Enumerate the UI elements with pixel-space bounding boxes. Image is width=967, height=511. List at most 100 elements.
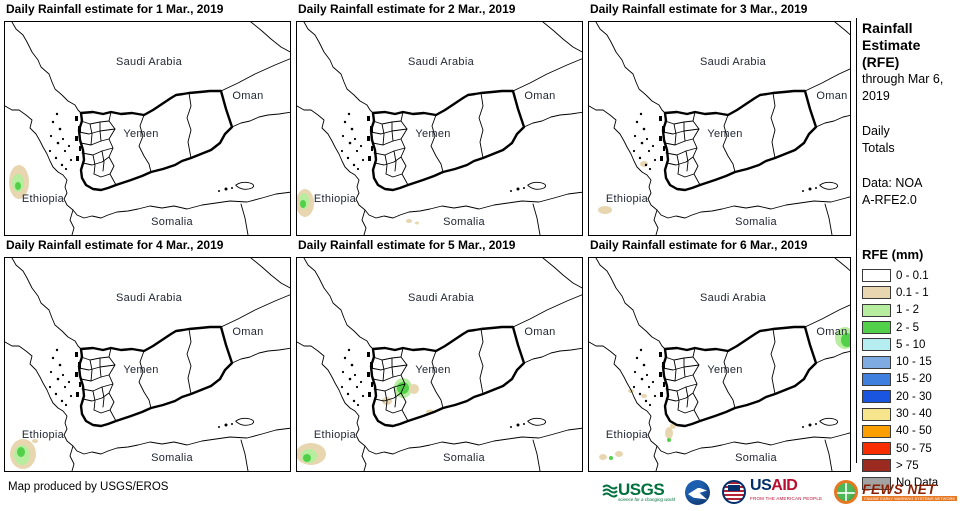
rainfall-patch [406,219,412,223]
legend-swatch [862,424,891,438]
map-panel-mar4: Daily Rainfall estimate for 4 Mar., 2019… [4,238,291,472]
usaid-logo-text-aid: AID [771,477,798,494]
yemen-region-map [5,258,290,471]
legend-swatch [862,338,891,352]
country-label-yemen: Yemen [123,128,159,140]
rainfall-patch [17,447,25,457]
legend-label: 5 - 10 [896,338,926,351]
country-label-ethiopia: Ethiopia [313,429,357,441]
usaid-logo: USAID FROM THE AMERICAN PEOPLE [722,477,823,505]
legend-label: 20 - 30 [896,390,932,403]
country-label-saudi-arabia: Saudi Arabia [700,56,766,68]
legend-item: 40 - 50 [862,423,966,440]
map-title: Daily Rainfall estimate for 5 Mar., 2019 [298,238,516,252]
rfe-legend: RFE (mm) 0 - 0.1 0.1 - 1 1 - 2 2 - 5 5 - 10 1… [862,247,966,492]
panel-divider [856,18,857,463]
country-label-somalia: Somalia [735,452,777,464]
country-label-somalia: Somalia [443,216,485,228]
country-label-ethiopia: Ethiopia [21,193,65,205]
legend-label: 1 - 2 [896,304,920,317]
legend-item: > 75 [862,457,966,474]
legend-swatch [862,459,891,473]
fewsnet-globe-icon [834,480,859,504]
yemen-region-map [589,22,850,235]
noaa-logo-icon [685,479,711,505]
legend-swatch [862,476,891,490]
country-label-ethiopia: Ethiopia [605,429,649,441]
legend-label: 2 - 5 [896,321,920,334]
rainfall-patch [598,206,612,214]
agency-logos: USGS science for a changing world USAID … [602,477,958,507]
rainfall-patch [641,394,647,398]
country-label-oman: Oman [232,326,264,338]
rainfall-patch [841,333,850,347]
legend-title: RFE (mm) [862,247,924,262]
rainfall-patch [609,456,613,460]
country-label-yemen: Yemen [415,128,451,140]
country-label-ethiopia: Ethiopia [313,193,357,205]
map-title: Daily Rainfall estimate for 4 Mar., 2019 [6,238,224,252]
country-label-oman: Oman [816,90,848,102]
map-title: Daily Rainfall estimate for 3 Mar., 2019 [590,2,808,16]
map-frame: Saudi Arabia Oman Yemen Ethiopia Somalia [4,21,291,236]
usgs-wave-icon [602,484,618,498]
legend-swatch [862,407,891,421]
country-label-saudi-arabia: Saudi Arabia [116,292,182,304]
legend-item: 5 - 10 [862,336,966,353]
map-title: Daily Rainfall estimate for 6 Mar., 2019 [590,238,808,252]
usgs-logo-text: USGS [618,480,665,499]
country-label-ethiopia: Ethiopia [21,429,65,441]
fewsnet-logo: FEWS NET FAMINE EARLY WARNING SYSTEMS NE… [834,480,958,504]
map-panel-mar3: Daily Rainfall estimate for 3 Mar., 2019… [588,2,851,236]
rainfall-patch [300,200,306,208]
usaid-logo-tagline: FROM THE AMERICAN PEOPLE [750,496,823,501]
map-title: Daily Rainfall estimate for 1 Mar., 2019 [6,2,224,16]
rainfall-patch [303,454,311,462]
fewsnet-logo-text: FEWS NET [862,481,937,497]
legend-item: 0 - 0.1 [862,267,966,284]
country-label-yemen: Yemen [707,128,743,140]
legend-item: 10 - 15 [862,353,966,370]
legend-swatch [862,269,891,283]
country-label-ethiopia: Ethiopia [605,193,649,205]
legend-item: 50 - 75 [862,440,966,457]
rainfall-patch [615,451,623,457]
usgs-logo-tagline: science for a changing world [618,497,676,502]
map-frame: Saudi Arabia Oman Yemen Ethiopia Somalia [588,21,851,236]
legend-swatch [862,355,891,369]
country-label-saudi-arabia: Saudi Arabia [408,56,474,68]
country-label-somalia: Somalia [151,216,193,228]
legend-label: 0 - 0.1 [896,269,929,282]
panel-period: Daily Totals [862,124,895,155]
country-label-yemen: Yemen [707,364,743,376]
map-panel-mar1: Daily Rainfall estimate for 1 Mar., 2019… [4,2,291,236]
panel-data-source: Data: NOAA-RFE2.0 [862,176,923,207]
rainfall-patch [667,438,671,442]
map-title: Daily Rainfall estimate for 2 Mar., 2019 [298,2,516,16]
map-frame: Saudi Arabia Oman Yemen Ethiopia Somalia [296,21,583,236]
legend-swatch [862,286,891,300]
map-panel-mar2: Daily Rainfall estimate for 2 Mar., 2019… [296,2,583,236]
country-label-oman: Oman [816,326,848,338]
panel-subheading: through Mar 6, 2019 [862,72,944,103]
rainfall-patch [15,182,21,190]
legend-list: 0 - 0.1 0.1 - 1 1 - 2 2 - 5 5 - 10 10 - 15 15 … [862,267,966,492]
map-frame: Saudi Arabia Oman Yemen Ethiopia Somalia [296,257,583,472]
rainfall-patch [665,427,673,439]
info-panel: Rainfall Estimate (RFE) through Mar 6, 2… [862,20,964,209]
map-frame: Saudi Arabia Oman Yemen Ethiopia Somalia [588,257,851,472]
legend-label: 30 - 40 [896,408,932,421]
yemen-region-map [589,258,850,471]
yemen-region-map [297,258,582,471]
yemen-region-map [5,22,290,235]
country-label-somalia: Somalia [151,452,193,464]
legend-label: > 75 [896,459,919,472]
country-label-somalia: Somalia [735,216,777,228]
legend-label: 15 - 20 [896,373,932,386]
rainfall-patch [599,454,607,460]
legend-item: 30 - 40 [862,405,966,422]
yemen-region-map [297,22,582,235]
legend-swatch [862,442,891,456]
country-label-yemen: Yemen [123,364,159,376]
country-label-oman: Oman [232,90,264,102]
